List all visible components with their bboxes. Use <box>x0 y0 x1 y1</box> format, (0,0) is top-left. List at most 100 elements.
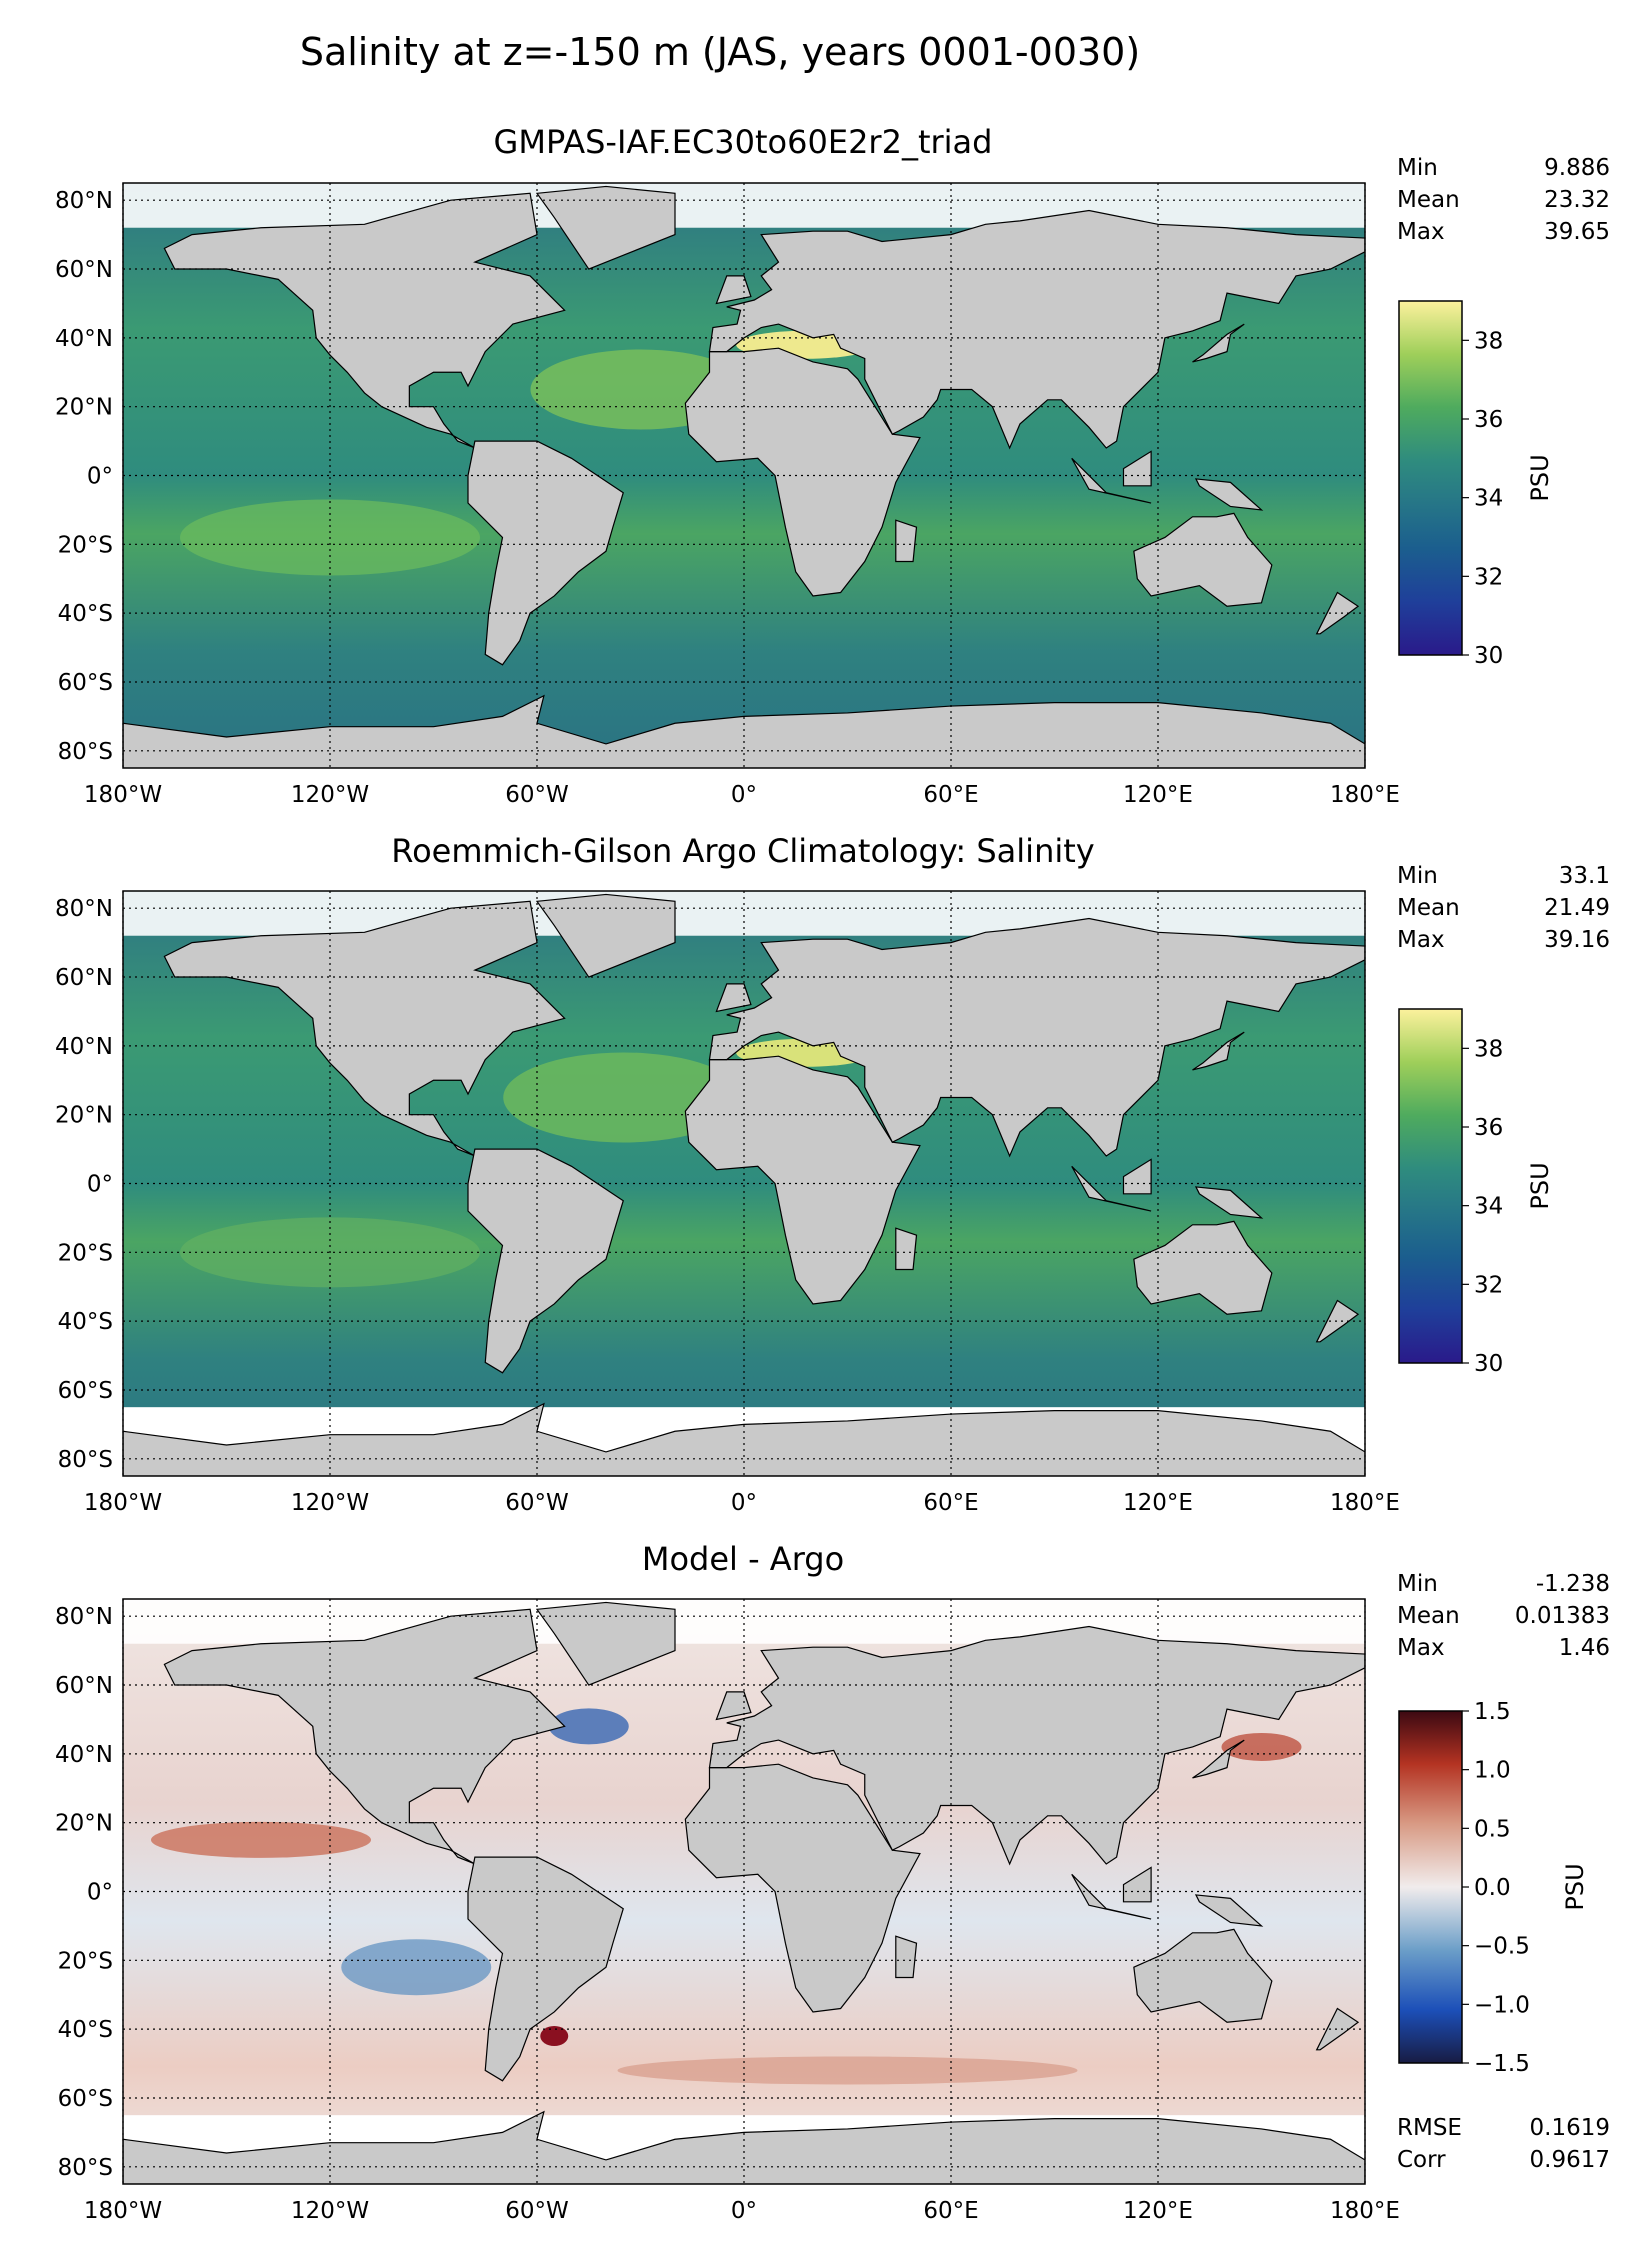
stat-label: Corr <box>1397 2147 1446 2173</box>
lat-tick-label: 0° <box>87 1880 113 1906</box>
stat-label: RMSE <box>1397 2115 1462 2141</box>
colorbar-tick-label: 32 <box>1474 564 1503 590</box>
stat-value: 0.1619 <box>1529 2115 1610 2141</box>
lat-tick-label: 60°S <box>58 2086 113 2112</box>
lat-tick-label: 40°S <box>58 2017 113 2043</box>
stat-label: Max <box>1397 927 1445 953</box>
stat-value: 21.49 <box>1544 895 1610 921</box>
negative-anomaly <box>548 1708 629 1745</box>
lat-tick-label: 80°S <box>58 2155 113 2181</box>
positive-anomaly <box>540 2026 569 2047</box>
panel-2-title: Roemmich-Gilson Argo Climatology: Salini… <box>391 832 1095 870</box>
lat-tick-label: 60°S <box>58 670 113 696</box>
panel-3-error-stats: RMSE 0.1619 Corr 0.9617 <box>1397 2112 1610 2176</box>
stat-label: Mean <box>1397 187 1460 213</box>
map-panel-3: 80°N 60°N 40°N 20°N 0° 20°S 40°S 60°S 80°S 180°W 1… <box>55 1598 1589 2224</box>
lon-tick-label: 180°W <box>84 1490 162 1516</box>
lon-tick-label: 0° <box>731 782 757 808</box>
lat-tick-label: 40°S <box>58 601 113 627</box>
lon-tick-label: 120°E <box>1123 2198 1193 2224</box>
map-frame <box>122 1598 1366 2185</box>
positive-anomaly <box>151 1821 371 1858</box>
lat-tick-label: 0° <box>87 1172 113 1198</box>
stat-label: Mean <box>1397 1603 1460 1629</box>
lon-tick-label: 0° <box>731 2198 757 2224</box>
lat-tick-label: 20°N <box>55 395 113 421</box>
lat-tick-label: 80°N <box>55 1604 113 1630</box>
colorbar-tick-label: 38 <box>1474 1036 1503 1062</box>
colorbar-tick-label: 34 <box>1474 1194 1503 1220</box>
lon-tick-label: 180°E <box>1330 782 1400 808</box>
panel-1-title: GMPAS-IAF.EC30to60E2r2_triad <box>493 123 993 161</box>
colorbar-tick-label: −1.5 <box>1474 2051 1530 2077</box>
lon-tick-label: 120°E <box>1123 1490 1193 1516</box>
colorbar <box>1398 1710 1463 2064</box>
lat-tick-label: 0° <box>87 464 113 490</box>
lon-tick-label: 60°W <box>505 2198 569 2224</box>
lat-tick-label: 80°S <box>58 1447 113 1473</box>
panel-2-stats: Min 33.1 Mean 21.49 Max 39.16 <box>1397 860 1610 956</box>
lon-tick-label: 120°W <box>291 1490 369 1516</box>
map-panel-2: 80°N 60°N 40°N 20°N 0° 20°S 40°S 60°S 80°S 180°W 1… <box>55 890 1554 1516</box>
colorbar <box>1398 300 1463 656</box>
lat-tick-label: 80°N <box>55 188 113 214</box>
colorbar-tick-label: −0.5 <box>1474 1934 1530 1960</box>
figure-title: Salinity at z=-150 m (JAS, years 0001-00… <box>299 30 1141 74</box>
lon-tick-label: 60°W <box>505 782 569 808</box>
stat-label: Mean <box>1397 895 1460 921</box>
lon-tick-label: 0° <box>731 1490 757 1516</box>
map-panel-1: 80°N 60°N 40°N 20°N 0° 20°S 40°S 60°S 80°S 180°W 1… <box>55 182 1554 808</box>
stat-value: 0.01383 <box>1514 1603 1610 1629</box>
stat-value: 9.886 <box>1544 155 1610 181</box>
colorbar-tick-label: −1.0 <box>1474 1992 1530 2018</box>
stat-value: 23.32 <box>1544 187 1610 213</box>
colorbar-tick-label: 0.0 <box>1474 1875 1511 1901</box>
lat-tick-label: 80°N <box>55 896 113 922</box>
lon-tick-label: 180°E <box>1330 1490 1400 1516</box>
lat-tick-label: 20°N <box>55 1103 113 1129</box>
colorbar-label: PSU <box>1526 454 1554 501</box>
lat-tick-label: 20°S <box>58 1948 113 1974</box>
stat-label: Max <box>1397 219 1445 245</box>
colorbar-label: PSU <box>1561 1863 1589 1910</box>
colorbar-tick-label: 0.5 <box>1474 1816 1511 1842</box>
lat-tick-label: 60°S <box>58 1378 113 1404</box>
colorbar-tick-label: 36 <box>1474 1115 1503 1141</box>
lon-tick-label: 180°W <box>84 2198 162 2224</box>
colorbar-tick-label: 1.0 <box>1474 1758 1511 1784</box>
lat-tick-label: 80°S <box>58 739 113 765</box>
lon-tick-label: 180°E <box>1330 2198 1400 2224</box>
lon-tick-label: 60°E <box>923 782 978 808</box>
stat-label: Min <box>1397 1571 1438 1597</box>
lat-tick-label: 20°S <box>58 532 113 558</box>
colorbar-tick-label: 1.5 <box>1474 1699 1511 1725</box>
negative-anomaly <box>341 1939 492 1996</box>
lon-tick-label: 120°E <box>1123 782 1193 808</box>
panel-3-stats: Min -1.238 Mean 0.01383 Max 1.46 <box>1397 1568 1610 1664</box>
lat-tick-label: 60°N <box>55 965 113 991</box>
colorbar <box>1398 1008 1463 1364</box>
colorbar-tick-label: 30 <box>1474 643 1503 669</box>
panel-3-title: Model - Argo <box>641 1540 845 1578</box>
lat-tick-label: 20°N <box>55 1811 113 1837</box>
high-salinity-region <box>503 1052 744 1143</box>
stat-value: 39.65 <box>1544 219 1610 245</box>
lat-tick-label: 60°N <box>55 257 113 283</box>
positive-anomaly <box>617 2056 1078 2085</box>
lat-tick-label: 20°S <box>58 1240 113 1266</box>
stat-value: 39.16 <box>1544 927 1610 953</box>
lat-tick-label: 60°N <box>55 1673 113 1699</box>
lat-tick-label: 40°N <box>55 326 113 352</box>
colorbar-tick-label: 30 <box>1474 1351 1503 1377</box>
lon-tick-label: 180°W <box>84 782 162 808</box>
stat-value: 33.1 <box>1558 863 1610 889</box>
lat-tick-label: 40°N <box>55 1742 113 1768</box>
stat-label: Min <box>1397 155 1438 181</box>
stat-value: 1.46 <box>1558 1635 1610 1661</box>
colorbar-tick-label: 38 <box>1474 328 1503 354</box>
stat-value: 0.9617 <box>1529 2147 1610 2173</box>
stat-value: -1.238 <box>1535 1571 1610 1597</box>
stat-label: Min <box>1397 863 1438 889</box>
lon-tick-label: 60°E <box>923 1490 978 1516</box>
